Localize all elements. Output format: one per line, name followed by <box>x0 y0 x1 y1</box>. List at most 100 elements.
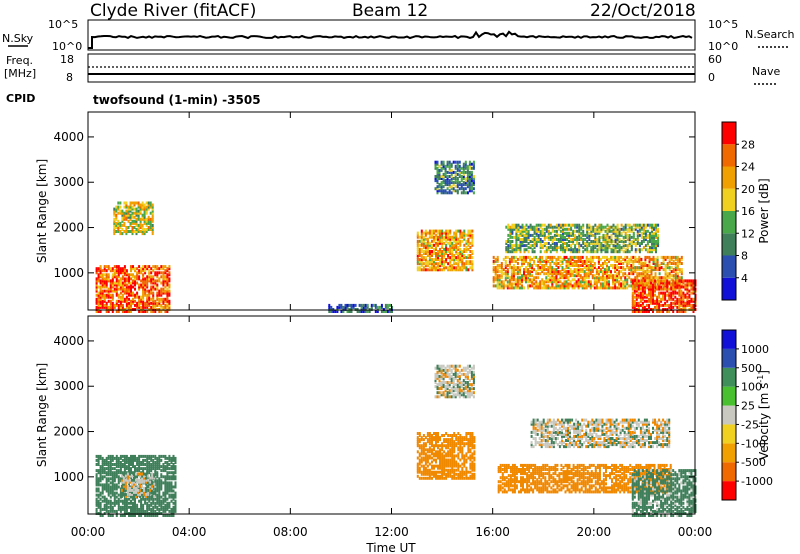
power-cell <box>125 297 128 301</box>
power-cell <box>626 286 629 290</box>
power-cell <box>569 259 572 263</box>
power-cell <box>666 303 669 307</box>
velocity-cell <box>424 460 427 464</box>
power-cell <box>533 227 536 231</box>
power-cell <box>143 213 146 217</box>
power-cell <box>541 259 544 263</box>
power-cell <box>436 170 439 174</box>
velocity-cell <box>107 514 110 517</box>
power-cell <box>637 295 640 299</box>
power-cell <box>582 223 585 227</box>
power-cell <box>632 223 635 227</box>
power-cell <box>549 262 552 265</box>
power-cell <box>452 187 455 191</box>
power-cell <box>650 270 653 274</box>
power-cell <box>640 264 643 267</box>
power-cell <box>465 256 468 260</box>
power-cell <box>455 229 458 233</box>
velocity-cell <box>160 501 163 505</box>
power-cell <box>470 187 473 191</box>
power-cell <box>562 238 564 241</box>
power-cell <box>506 274 509 278</box>
power-cell <box>579 268 582 272</box>
power-cell <box>596 227 599 231</box>
velocity-cell <box>162 491 165 495</box>
power-cell <box>567 284 570 288</box>
power-cell <box>563 286 566 290</box>
power-cell <box>636 276 639 280</box>
velocity-cell <box>426 432 429 435</box>
velocity-cell <box>146 514 149 517</box>
power-cell <box>145 223 148 227</box>
power-cell <box>650 285 652 289</box>
power-cell <box>502 257 505 261</box>
power-cell <box>641 279 644 283</box>
power-cell <box>111 283 114 287</box>
velocity-cell <box>174 505 177 509</box>
power-cell <box>686 283 689 287</box>
power-cell <box>498 264 501 267</box>
power-cell <box>620 259 623 263</box>
power-cell <box>445 247 448 251</box>
velocity-cell <box>447 464 450 468</box>
power-cell <box>646 270 649 274</box>
velocity-cell <box>416 440 419 444</box>
power-cell <box>635 287 638 291</box>
power-cell <box>502 282 505 286</box>
power-cell <box>656 262 659 265</box>
velocity-cell <box>101 491 104 495</box>
power-cell <box>523 276 525 280</box>
power-cell <box>156 265 159 269</box>
power-cell <box>148 295 151 299</box>
power-cell <box>535 231 538 235</box>
power-cell <box>446 175 449 178</box>
power-cell <box>418 258 421 262</box>
power-cell <box>664 266 667 270</box>
power-cell <box>428 252 431 255</box>
power-cell <box>638 262 641 265</box>
power-cell <box>164 265 167 269</box>
power-cell <box>664 291 667 295</box>
power-cell <box>644 259 647 263</box>
power-cell <box>608 259 610 263</box>
power-cell <box>454 189 457 193</box>
power-cell <box>601 274 604 278</box>
power-cell <box>450 191 453 195</box>
power-cell <box>431 229 433 233</box>
power-cell <box>525 278 527 282</box>
power-cell <box>494 274 497 278</box>
power-cell <box>149 211 152 215</box>
velocity-cell <box>103 471 106 475</box>
velocity-cell <box>431 448 433 452</box>
power-cell <box>523 268 525 272</box>
velocity-cell <box>109 495 112 499</box>
power-cell <box>586 231 589 235</box>
power-cell <box>150 301 153 305</box>
velocity-cell <box>109 501 112 505</box>
power-cell <box>99 293 102 297</box>
velocity-cell <box>433 466 435 470</box>
power-cell <box>589 262 592 265</box>
velocity-cell <box>109 505 112 509</box>
velocity-cell <box>431 450 433 454</box>
power-cell <box>420 237 423 241</box>
power-cell <box>561 272 564 276</box>
power-cell <box>634 225 637 229</box>
power-cell <box>151 209 154 213</box>
power-cell <box>541 231 544 235</box>
velocity-cell <box>133 484 135 488</box>
power-cell <box>531 264 534 267</box>
power-cell <box>131 215 134 219</box>
power-cell <box>555 274 558 278</box>
power-cell <box>445 239 448 243</box>
power-cell <box>461 239 464 243</box>
power-cell <box>630 266 633 270</box>
power-cell <box>576 225 579 229</box>
velocity-cell <box>443 444 446 448</box>
velocity-cell <box>148 454 151 458</box>
velocity-cell <box>99 475 102 479</box>
power-cell <box>633 303 636 307</box>
power-cell <box>653 248 655 252</box>
power-cell <box>447 254 450 257</box>
power-cell <box>628 250 631 254</box>
